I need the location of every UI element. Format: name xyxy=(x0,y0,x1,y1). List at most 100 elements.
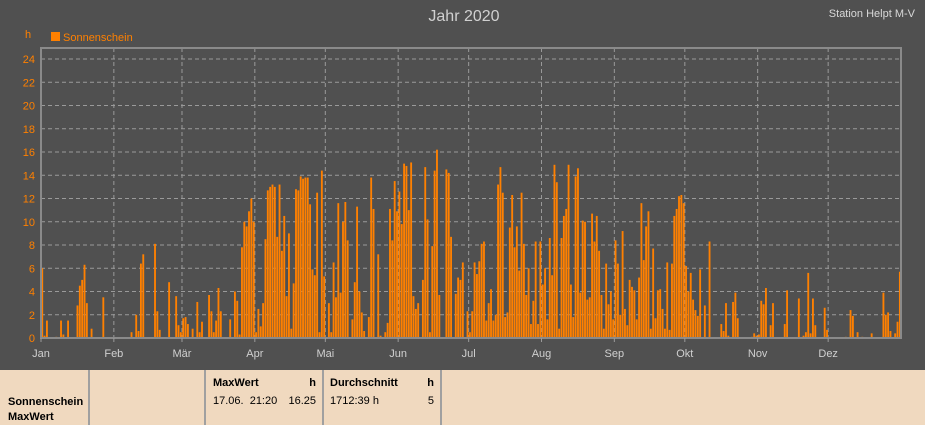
sunshine-bar xyxy=(725,303,727,339)
sunshine-bar xyxy=(245,226,248,338)
month-label: Mär xyxy=(173,348,192,360)
sunshine-bar xyxy=(262,303,265,339)
sunshine-bar xyxy=(826,329,828,338)
sunshine-bar xyxy=(288,233,290,339)
avg-value: 5 xyxy=(427,395,434,407)
sunshine-bar xyxy=(320,170,323,338)
sunshine-bar xyxy=(177,325,180,338)
sunshine-bar xyxy=(807,272,810,338)
max-column: MaxWert h 17.06. 21:20 16.25 xyxy=(206,370,324,425)
sunshine-bar xyxy=(565,208,568,338)
sunshine-bar xyxy=(168,282,171,338)
sunshine-bar xyxy=(396,211,398,338)
sunshine-bar xyxy=(356,206,359,338)
sunshine-bar xyxy=(424,167,427,338)
sunshine-bar xyxy=(198,332,201,338)
sunshine-bar xyxy=(273,186,276,339)
y-tick-label: 10 xyxy=(23,217,35,229)
sunshine-bar xyxy=(426,219,429,338)
sunshine-bar xyxy=(405,165,408,338)
sunshine-bar xyxy=(504,317,507,338)
y-tick-label: 6 xyxy=(29,263,35,275)
sunshine-bar xyxy=(887,312,890,338)
sunshine-bar xyxy=(530,324,532,338)
sunshine-bar xyxy=(694,310,697,338)
sunshine-bar xyxy=(870,333,873,338)
sunshine-bar xyxy=(762,304,765,338)
sunshine-bar xyxy=(569,284,572,338)
sunshine-bar xyxy=(473,262,476,338)
sunshine-bar xyxy=(765,288,767,338)
sunshine-bar xyxy=(732,301,734,338)
sunshine-bar xyxy=(621,231,624,338)
sunshine-bar xyxy=(562,215,565,338)
sunshine-bar xyxy=(553,164,556,338)
sunshine-bar xyxy=(60,320,62,338)
sunshine-bar xyxy=(184,317,187,338)
sunshine-bar xyxy=(572,317,575,338)
sunshine-bar xyxy=(466,311,469,338)
sunshine-bar xyxy=(219,311,222,338)
sunshine-bar xyxy=(607,304,610,338)
sunshine-bar xyxy=(682,203,685,338)
sunshine-bar xyxy=(304,177,307,338)
sunshine-bar xyxy=(367,317,370,338)
sunshine-bar xyxy=(696,315,699,338)
sunshine-bar xyxy=(142,254,145,338)
max-date: 17.06. 21:20 xyxy=(213,395,278,407)
sunshine-bar xyxy=(769,325,772,338)
sunshine-bar xyxy=(236,300,239,338)
sunshine-bar xyxy=(593,241,596,338)
avg-header: Durchschnitt xyxy=(330,377,398,389)
sunshine-bar xyxy=(76,305,79,338)
sunshine-bar xyxy=(642,260,645,338)
sunshine-bar xyxy=(882,292,885,338)
sunshine-bar xyxy=(431,246,434,338)
sunshine-bar xyxy=(605,263,608,338)
y-tick-label: 24 xyxy=(23,54,35,66)
sunshine-bar xyxy=(233,291,236,338)
sunshine-bar xyxy=(520,192,523,338)
sunshine-bar xyxy=(645,226,648,338)
sunshine-bar xyxy=(649,328,652,338)
sunshine-bar xyxy=(541,284,544,338)
sunshine-bar xyxy=(699,269,702,338)
sunshine-bar xyxy=(755,335,758,338)
sunshine-bar xyxy=(182,318,185,338)
sunshine-bar xyxy=(612,319,615,338)
sunshine-bar xyxy=(673,215,676,338)
sunshine-bar xyxy=(692,299,695,338)
month-label: Jan xyxy=(32,348,50,360)
sunshine-bar xyxy=(551,275,554,338)
sunshine-bar xyxy=(736,318,739,338)
sunshine-bar xyxy=(480,243,483,338)
sunshine-bar xyxy=(889,331,892,338)
sunshine-bar xyxy=(292,283,295,338)
sunshine-bar xyxy=(346,240,349,338)
sunshine-bar xyxy=(797,298,800,338)
sunshine-bar xyxy=(802,335,805,338)
sunshine-bar xyxy=(210,311,213,338)
sunshine-bar xyxy=(722,331,725,338)
sunshine-bar xyxy=(327,303,330,339)
sunshine-bar xyxy=(501,192,504,338)
month-label: Jul xyxy=(462,348,476,360)
sunshine-bar xyxy=(360,312,363,338)
sunshine-bar xyxy=(567,164,570,338)
sunshine-bar xyxy=(85,303,88,339)
sunshine-bar xyxy=(257,308,260,338)
sunshine-chart: Jahr 2020 Station Helpt M-V h Sonnensche… xyxy=(23,8,916,360)
sunshine-bar xyxy=(400,224,403,338)
sunshine-bar xyxy=(191,328,194,338)
sunshine-bar xyxy=(459,279,462,339)
sunshine-bar xyxy=(353,282,356,338)
sunshine-bar xyxy=(337,203,340,338)
sunshine-bar xyxy=(584,221,586,338)
sunshine-bar xyxy=(241,247,243,338)
sunshine-bar xyxy=(513,247,516,338)
sunshine-bar xyxy=(689,272,692,338)
sunshine-bar xyxy=(90,328,93,338)
sunshine-bar xyxy=(588,297,591,338)
sunshine-bar xyxy=(786,290,789,338)
sunshine-bar xyxy=(656,290,659,338)
